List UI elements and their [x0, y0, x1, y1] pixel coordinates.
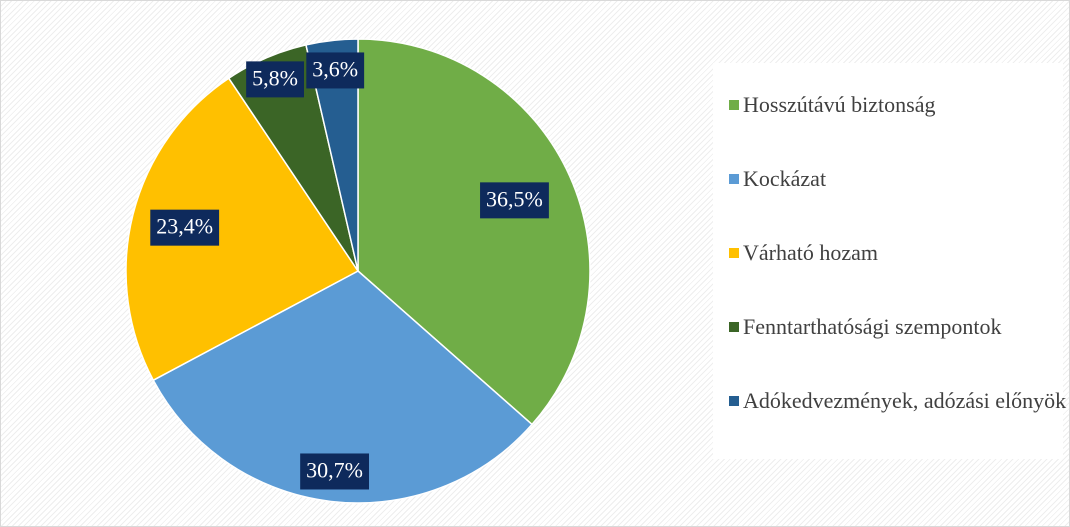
data-label: 36,5% [480, 182, 549, 219]
legend-swatch [729, 322, 739, 332]
legend-item: Kockázat [729, 165, 1069, 193]
legend-label: Várható hozam [743, 240, 878, 265]
legend-label: Hosszútávú biztonság [743, 92, 936, 117]
pie-slice [357, 38, 591, 426]
data-label-box [246, 61, 304, 98]
legend-item: Fenntarthatósági szempontok [729, 313, 1069, 341]
data-label-text: 3,6% [312, 56, 358, 81]
legend-label: Fenntarthatósági szempontok [743, 314, 1002, 339]
legend: Hosszútávú biztonság Kockázat Várható hoza… [713, 63, 1066, 459]
legend-swatch [729, 100, 739, 110]
legend-swatch [729, 248, 739, 258]
data-label: 5,8% [246, 61, 304, 98]
legend-item: Várható hozam [729, 239, 1069, 267]
data-label: 30,7% [300, 453, 370, 490]
pie-slice [152, 270, 534, 504]
data-label: 3,6% [306, 52, 365, 89]
data-label-box [306, 52, 365, 89]
legend-label: Kockázat [743, 166, 827, 191]
data-label-box [150, 209, 220, 246]
data-label-text: 30,7% [306, 458, 363, 483]
data-label-text: 36,5% [486, 186, 543, 211]
legend-label: Adókedvezmények, adózási előnyök [743, 388, 1067, 413]
data-label: 23,4% [150, 209, 220, 246]
legend-swatch [729, 396, 739, 406]
data-label-box [480, 182, 549, 219]
data-label-text: 23,4% [156, 214, 213, 239]
legend-item: Adókedvezmények, adózási előnyök [729, 387, 1069, 415]
pie-slice [305, 38, 359, 272]
data-label-box [300, 453, 370, 490]
data-label-text: 5,8% [252, 65, 298, 90]
legend-swatch [729, 174, 739, 184]
pie-slice [125, 77, 360, 382]
legend-item: Hosszútávú biztonság [729, 91, 1069, 119]
